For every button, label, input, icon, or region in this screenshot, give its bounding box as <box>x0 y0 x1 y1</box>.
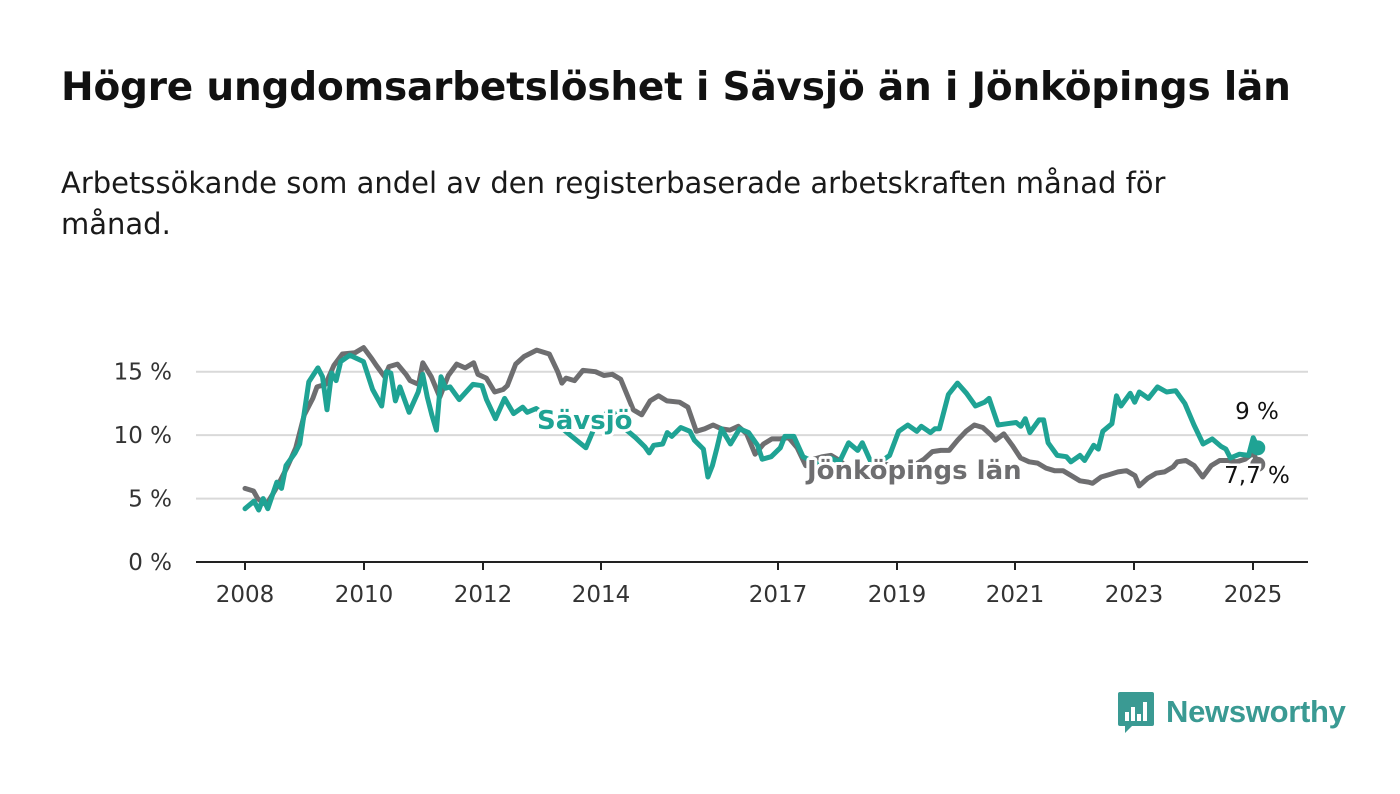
series-labels: Sävsjö Jönköpings län 9 % 7,7 % <box>534 397 1292 492</box>
y-tick-label: 0 % <box>128 550 172 576</box>
chart-subtitle: Arbetssökande som andel av den registerb… <box>61 166 1166 241</box>
series-end-point <box>1250 440 1266 456</box>
x-tick-label: 2014 <box>572 582 631 608</box>
logo-wordmark: Newsworthy <box>1166 694 1346 729</box>
x-tick-label: 2012 <box>454 582 513 608</box>
y-tick-label: 15 % <box>114 360 172 386</box>
newsworthy-logo: Newsworthy <box>1117 690 1346 734</box>
series-line <box>242 352 1261 513</box>
chart-title: Högre ungdomsarbetslöshet i Sävsjö än i … <box>61 65 1291 110</box>
newsworthy-bar-chart-icon <box>1117 690 1155 734</box>
y-tick-label: 10 % <box>114 423 172 449</box>
series-label-jonkopings-lan: Jönköpings län <box>805 456 1022 486</box>
x-tick-label: 2017 <box>749 582 808 608</box>
x-tick-label: 2023 <box>1105 582 1164 608</box>
axes: 0 % 5 % 10 % 15 % 2008 2010 2012 2014 2017 2019 20… <box>114 360 1308 608</box>
series-end-point <box>1250 456 1266 472</box>
end-value-label-savsjo: 9 % <box>1235 399 1279 425</box>
x-tick-label: 2008 <box>216 582 275 608</box>
x-tick-label: 2021 <box>986 582 1045 608</box>
series-lines <box>242 345 1266 513</box>
end-value-label-jonkopings-lan: 7,7 % <box>1224 463 1290 489</box>
x-tick-label: 2025 <box>1224 582 1283 608</box>
x-tick-label: 2019 <box>868 582 927 608</box>
y-tick-label: 5 % <box>128 487 172 513</box>
x-tick-label: 2010 <box>335 582 394 608</box>
series-label-savsjo: Sävsjö <box>537 406 632 436</box>
series-line <box>242 345 1261 508</box>
